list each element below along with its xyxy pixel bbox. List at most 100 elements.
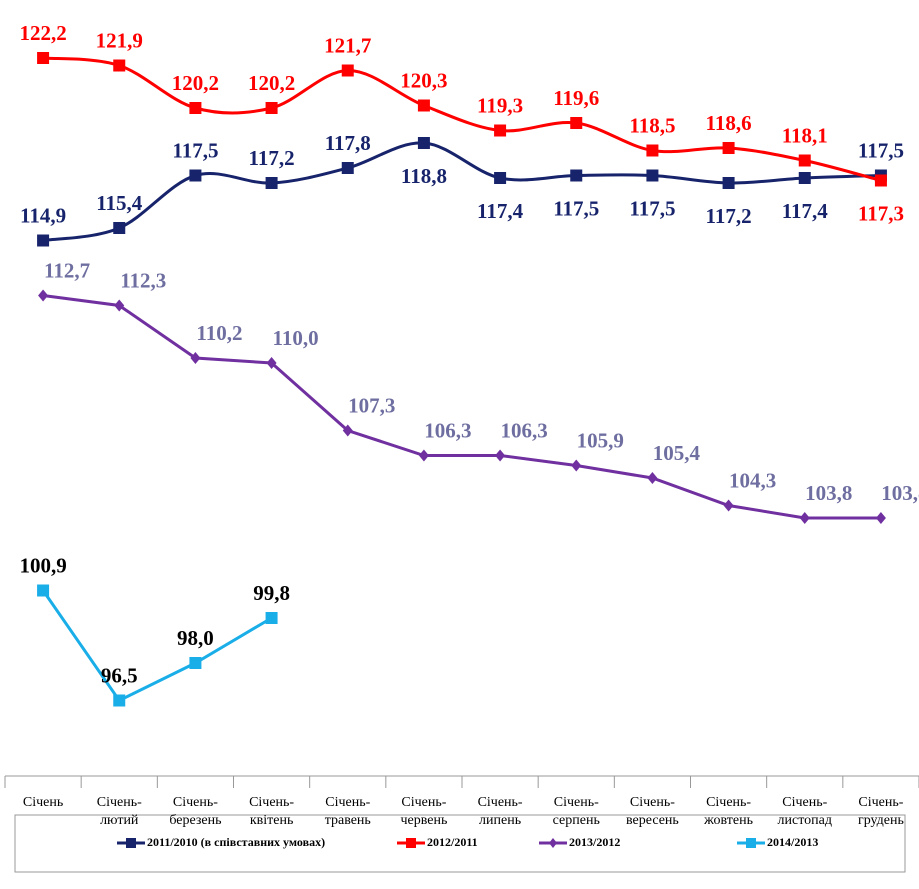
data-label: 105,4 [653,441,701,465]
data-label: 100,9 [19,554,66,578]
series-line [41,589,273,703]
data-label: 112,3 [120,269,166,293]
x-tick-label: Січень-липень [477,795,523,828]
data-label: 117,2 [249,146,295,170]
data-point [190,352,201,364]
legend-marker [549,838,557,848]
series-line [42,56,882,182]
data-point [265,102,278,114]
x-tick-label: Січень-квітень [249,795,295,828]
data-label: 119,6 [553,86,599,110]
data-label: 107,3 [348,394,395,418]
data-label: 118,6 [706,111,752,135]
data-point [570,117,583,129]
x-tick-label: Січень-червень [400,795,448,828]
x-tick-label: Січень-березень [169,795,222,828]
data-label: 106,3 [500,419,547,443]
data-label: 117,3 [858,202,904,226]
data-point [722,177,735,189]
data-point [647,472,658,484]
data-point [266,357,277,369]
data-label: 115,4 [96,191,143,215]
data-point [417,99,430,112]
data-label: 118,5 [629,114,675,138]
data-point [798,154,811,167]
x-tick-label: Січень-вересень [626,795,679,828]
data-label: 112,7 [44,259,90,283]
data-label: 110,2 [196,321,242,345]
data-point [342,424,353,437]
x-tick-label: Січень-травень [324,795,371,828]
x-tick-label: Січень-грудень [857,795,904,828]
data-label: 103,8 [805,481,852,505]
data-point [114,299,125,312]
data-point [265,612,278,624]
legend [14,814,906,873]
legend-label: 2013/2012 [569,835,620,849]
data-point [189,657,202,669]
data-label: 117,5 [172,139,218,163]
data-point [722,142,735,154]
legend-marker [406,838,416,848]
data-point [341,64,354,77]
data-point [495,449,506,462]
data-label: 117,8 [325,131,371,155]
data-point [418,449,429,462]
data-point [38,289,49,302]
data-point [874,174,887,187]
data-label: 119,3 [477,94,523,118]
x-tick-label: Січень-жовтень [704,795,753,828]
data-point [113,59,126,72]
data-label: 98,0 [177,626,214,650]
data-point [646,169,659,182]
data-label: 114,9 [20,204,66,228]
data-point [723,499,734,512]
data-label: 104,3 [729,469,776,493]
data-point [113,694,126,707]
data-label: 117,2 [706,204,752,228]
x-tick-label: Січень-листопад [777,795,832,828]
data-label: 120,2 [172,71,219,95]
data-label: 99,8 [253,581,290,605]
data-label: 121,7 [324,34,371,58]
data-point [113,222,126,234]
legend-label: 2012/2011 [427,835,478,849]
data-label: 106,3 [424,419,471,443]
data-point [494,124,507,137]
data-point [571,459,582,472]
data-label: 117,4 [782,199,829,223]
data-point [417,137,430,149]
data-point [875,512,886,524]
series-line [42,294,881,520]
data-point [341,162,354,174]
data-label: 120,3 [400,69,447,93]
data-label: 117,5 [553,197,599,221]
data-label: 117,5 [858,139,904,163]
data-point [570,169,583,182]
series-line [42,141,881,242]
data-label: 105,9 [577,429,624,453]
data-point [798,172,811,184]
data-label: 122,2 [19,21,66,45]
data-label: 120,2 [248,71,295,95]
data-point [37,584,50,597]
data-point [37,52,50,64]
data-point [189,102,202,114]
legend-marker [126,838,136,848]
data-point [646,144,659,157]
data-point [265,177,278,189]
data-point [799,512,810,524]
legend-marker [746,838,756,848]
data-label: 117,5 [629,197,675,221]
legend-label: 2011/2010 (в співставних умовах) [147,835,325,849]
data-point [189,169,202,182]
data-label: 121,9 [96,29,143,53]
x-tick-label: Січень-лютий [96,795,142,828]
data-label: 96,5 [101,664,138,688]
data-label: 117,4 [477,199,524,223]
x-tick-label: Січень [22,795,64,810]
data-point [494,172,507,184]
data-label: 110,0 [273,326,319,350]
